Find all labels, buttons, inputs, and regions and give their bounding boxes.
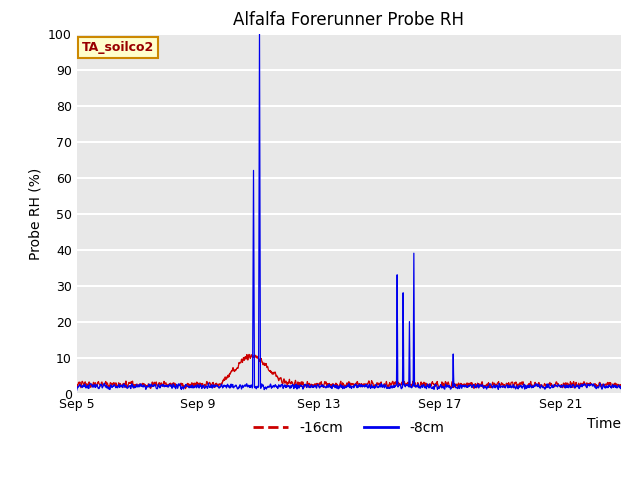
X-axis label: Time: Time [587, 417, 621, 431]
Text: TA_soilco2: TA_soilco2 [82, 41, 154, 54]
Y-axis label: Probe RH (%): Probe RH (%) [29, 168, 42, 260]
Legend: -16cm, -8cm: -16cm, -8cm [248, 416, 450, 441]
Title: Alfalfa Forerunner Probe RH: Alfalfa Forerunner Probe RH [234, 11, 464, 29]
